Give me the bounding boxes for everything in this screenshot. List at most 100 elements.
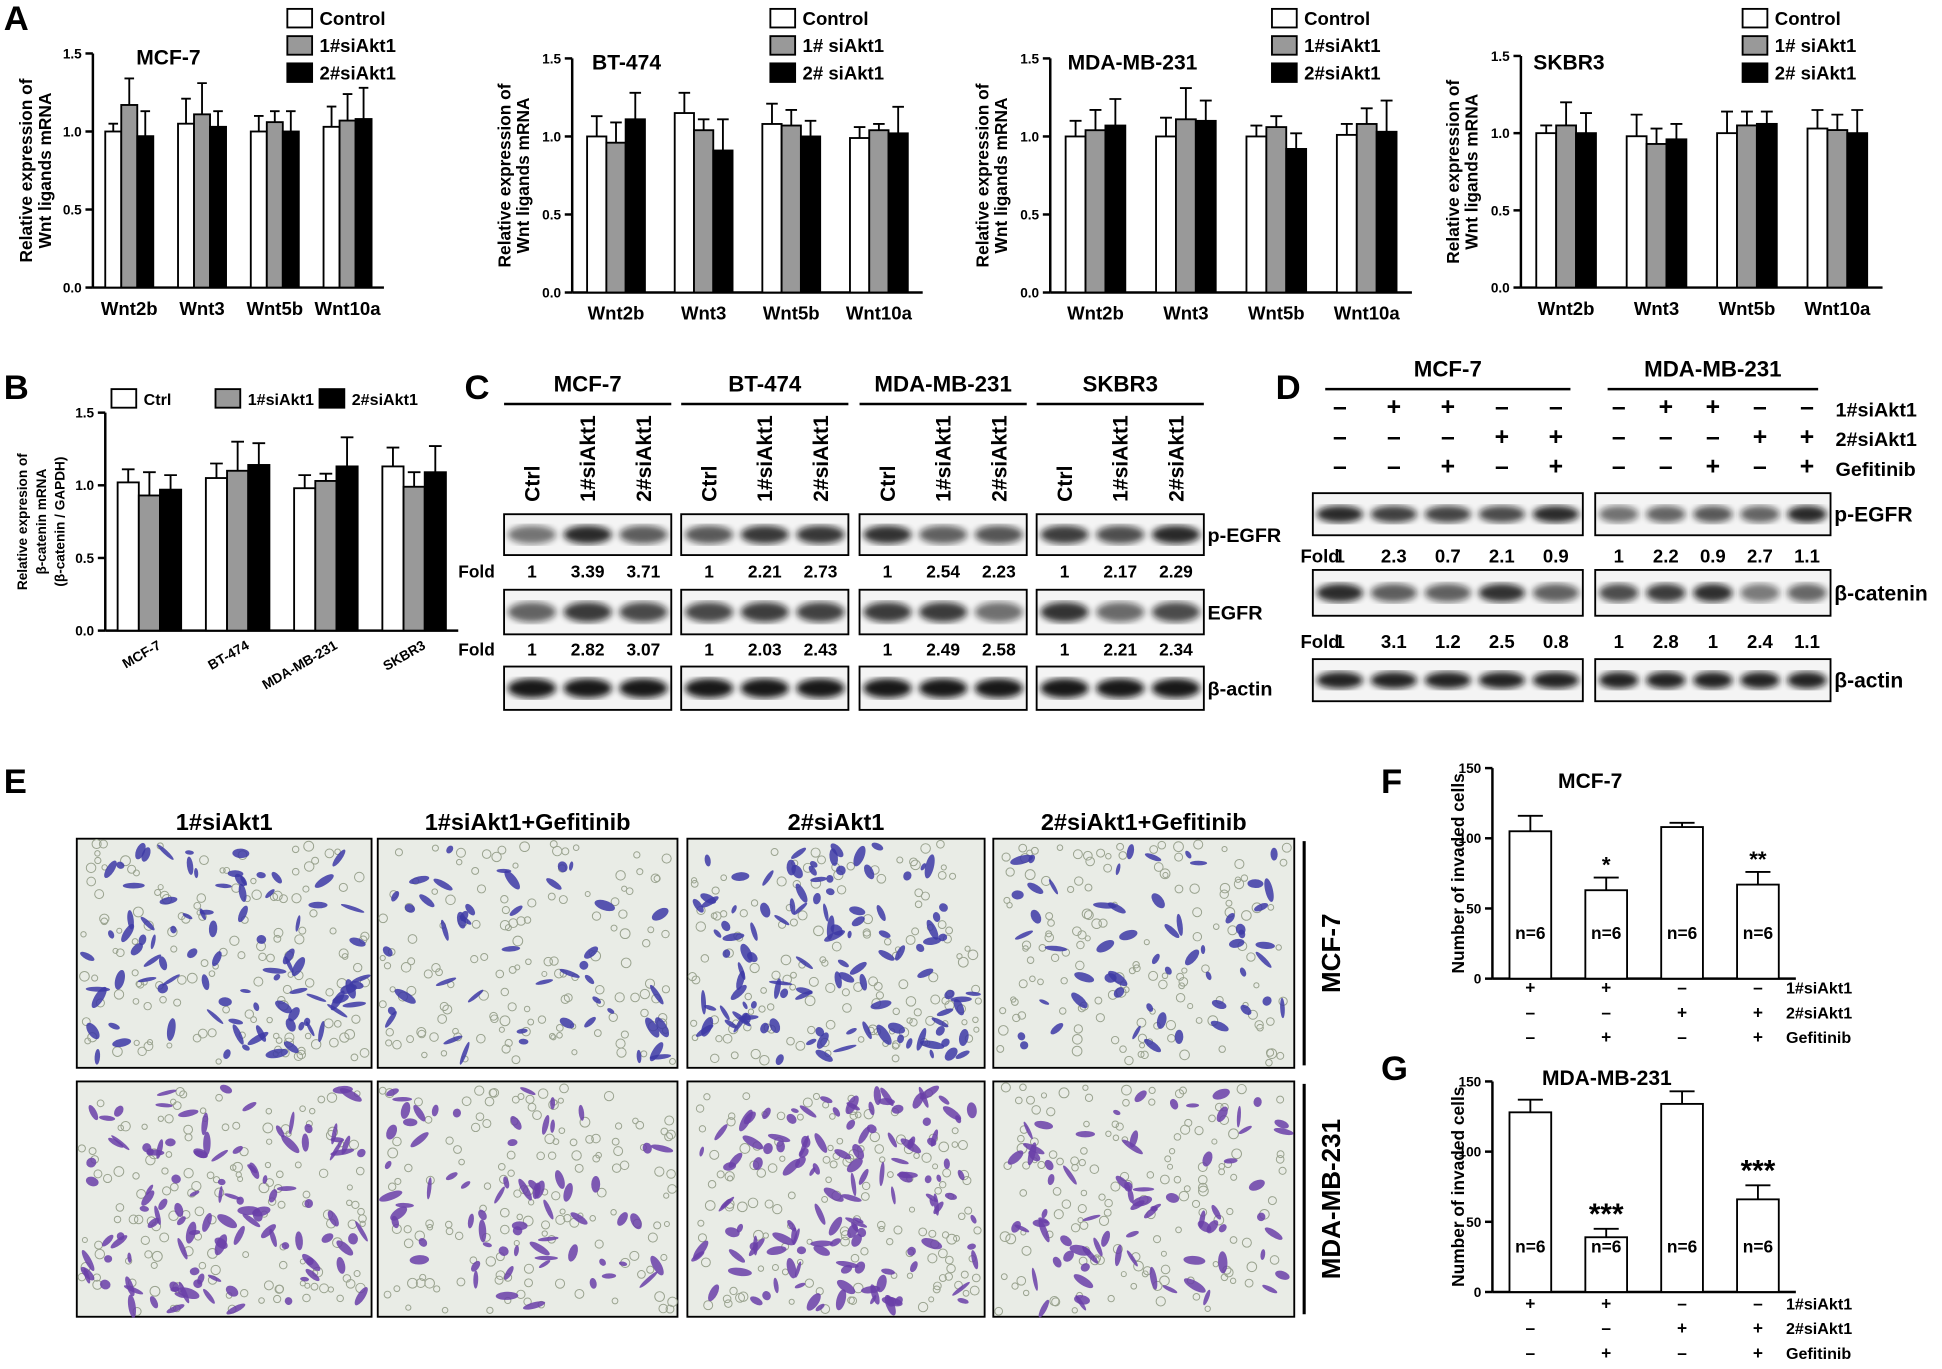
pore — [729, 1286, 738, 1296]
cell — [879, 1161, 885, 1187]
cell — [578, 1104, 585, 1121]
pore — [1175, 993, 1186, 1003]
cell — [1270, 847, 1278, 861]
cell — [384, 1160, 392, 1170]
cell — [156, 1089, 177, 1096]
cell — [402, 1118, 418, 1127]
cell — [853, 845, 866, 867]
pore — [1083, 1120, 1090, 1128]
cell — [1255, 941, 1275, 949]
bar — [281, 130, 300, 289]
pore — [829, 1113, 836, 1120]
pore — [93, 1169, 103, 1179]
pore — [1128, 967, 1136, 975]
pore — [964, 1206, 973, 1215]
cell — [713, 929, 722, 938]
cell — [731, 905, 737, 914]
cell — [298, 1021, 305, 1031]
pore — [719, 910, 728, 918]
pore — [1133, 1260, 1144, 1272]
pore — [932, 1285, 941, 1294]
cell — [431, 1104, 439, 1117]
pore — [821, 1195, 829, 1203]
cell — [182, 913, 193, 920]
blot-band — [619, 525, 668, 544]
error-bar — [1340, 123, 1353, 135]
pore — [1189, 883, 1200, 894]
pore — [663, 1221, 670, 1227]
cell — [773, 1277, 779, 1294]
pore — [1276, 1095, 1285, 1104]
condition-sign: + — [1549, 454, 1563, 481]
pore — [796, 1113, 804, 1121]
cell — [742, 1135, 764, 1150]
cell — [639, 1271, 658, 1288]
pore — [663, 1192, 670, 1199]
pore — [1176, 972, 1185, 981]
cell — [224, 1193, 241, 1200]
cell — [936, 1174, 942, 1182]
cell — [501, 946, 521, 952]
error-bar — [197, 82, 207, 115]
pore — [120, 855, 131, 867]
pore — [1158, 979, 1168, 990]
condition-sign: – — [1526, 1318, 1536, 1338]
cell — [795, 956, 813, 970]
pore — [1049, 1296, 1060, 1307]
cell — [269, 1228, 277, 1247]
pore — [998, 1025, 1009, 1036]
cell — [607, 1008, 615, 1014]
blot-band — [1598, 671, 1639, 689]
cell — [146, 1148, 154, 1156]
cell — [1149, 1266, 1158, 1290]
condition-sign: + — [1753, 1343, 1763, 1363]
pore — [710, 1053, 720, 1064]
cell — [304, 1123, 313, 1134]
bar — [381, 465, 405, 632]
cell — [618, 1261, 628, 1267]
pore — [85, 862, 97, 874]
pore — [620, 957, 632, 969]
pore — [1050, 953, 1060, 963]
pore — [1016, 1276, 1027, 1286]
cell — [727, 1267, 752, 1277]
pore — [695, 1104, 705, 1113]
cell — [720, 1198, 732, 1209]
cell — [295, 1231, 303, 1251]
pore — [710, 912, 718, 920]
cell — [223, 1049, 231, 1059]
pore — [906, 1017, 913, 1024]
pore — [532, 1110, 542, 1121]
cell — [101, 1234, 114, 1247]
pore — [724, 1171, 735, 1182]
cell — [345, 979, 356, 999]
error-bar — [358, 86, 369, 120]
cell — [273, 973, 281, 981]
cell — [154, 1205, 161, 1225]
bar — [693, 129, 715, 294]
pore — [780, 954, 792, 966]
legend-swatch — [1271, 35, 1298, 56]
pore — [525, 958, 532, 966]
pore — [476, 884, 487, 894]
pore — [407, 934, 418, 944]
pore — [875, 991, 884, 1000]
cell — [139, 1205, 149, 1212]
pore — [891, 1042, 900, 1050]
blot-band — [1693, 505, 1733, 523]
pore — [348, 1139, 360, 1150]
bar — [1806, 127, 1829, 289]
pore — [974, 997, 982, 1005]
legend-swatch — [286, 62, 314, 83]
pore — [1159, 868, 1171, 880]
cell — [218, 997, 232, 1007]
y-tick-label: 50 — [1466, 901, 1482, 916]
y-tick-label: 1.5 — [63, 46, 82, 61]
cell — [1075, 1295, 1087, 1311]
cell — [166, 1304, 185, 1314]
pore — [221, 1123, 230, 1132]
pore — [309, 1107, 316, 1115]
cell — [923, 937, 942, 946]
pore — [1218, 1045, 1226, 1053]
blot-band — [1693, 671, 1733, 689]
